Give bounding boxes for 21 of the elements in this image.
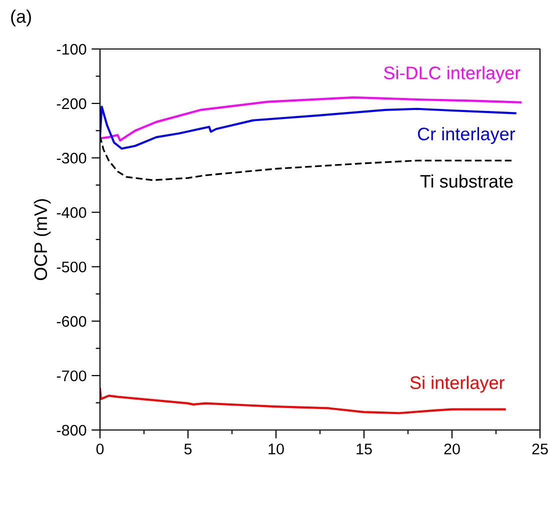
y-tick-label: -700 xyxy=(56,370,86,382)
x-tick-label: 5 xyxy=(184,444,192,454)
x-tick-label: 25 xyxy=(532,444,548,454)
y-tick-label: -400 xyxy=(56,207,86,218)
x-tick-label: 15 xyxy=(356,444,372,454)
y-tick-label: -300 xyxy=(56,152,86,164)
y-tick-label: -800 xyxy=(56,424,86,436)
y-tick-label: -100 xyxy=(56,44,86,55)
series-label: Si-DLC interlayer xyxy=(384,66,520,83)
y-tick-label: -500 xyxy=(56,262,86,272)
y-tick-label: -200 xyxy=(56,98,86,110)
y-tick-label: -600 xyxy=(56,316,86,327)
y-axis-title: OCP (mV) xyxy=(34,199,51,280)
x-tick-label: 0 xyxy=(96,444,104,454)
line-series xyxy=(100,106,516,150)
series-label: Si interlayer xyxy=(410,376,505,393)
x-tick-label: 20 xyxy=(444,444,460,454)
series-label: Ti substrate xyxy=(420,174,513,188)
x-tick-label: 10 xyxy=(268,444,284,454)
series-label: Cr interlayer xyxy=(418,127,516,144)
text: (a) xyxy=(11,10,31,26)
